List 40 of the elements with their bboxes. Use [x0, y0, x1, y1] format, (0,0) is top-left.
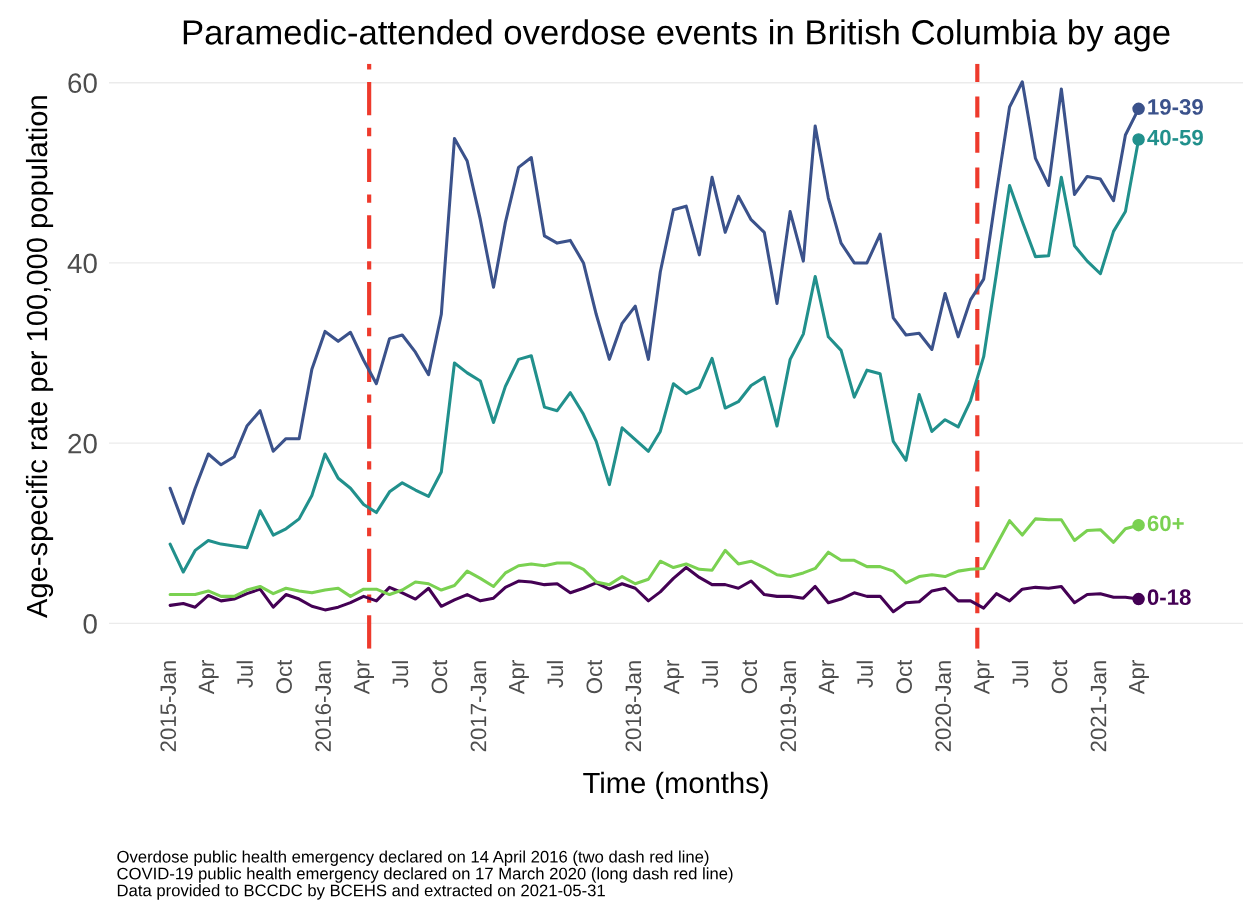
x-tick-label: Jul	[701, 661, 719, 688]
x-tick-label: Jul	[546, 661, 564, 688]
x-axis-title: Time (months)	[583, 771, 768, 800]
x-tick-label: Apr	[1129, 660, 1149, 695]
series-label: 40-59	[1147, 129, 1203, 146]
y-tick-label: 0	[83, 614, 97, 634]
x-tick-label: Jul	[236, 661, 253, 688]
x-tick-label: Apr	[663, 660, 684, 695]
x-tick-label: 2015-Jan	[160, 661, 177, 752]
x-tick-label: Jul	[1011, 661, 1029, 688]
x-tick-label: 2019-Jan	[780, 661, 797, 752]
x-tick-label: Oct	[741, 659, 758, 694]
y-axis-title: Age-specific rate per 100,000 population	[25, 96, 54, 618]
x-tick-label: Oct	[276, 659, 292, 694]
x-tick-label: Oct	[1051, 659, 1068, 694]
y-tick-label: 40	[67, 253, 97, 274]
x-tick-label: Oct	[586, 659, 603, 694]
series-label: 60+	[1147, 515, 1184, 532]
x-tick-label: 2020-Jan	[935, 661, 952, 752]
x-tick-label: 2018-Jan	[625, 661, 642, 752]
chart-title: Paramedic-attended overdose events in British Columbia by age	[183, 19, 1170, 52]
x-tick-label: Apr	[818, 660, 839, 695]
text: Overdose public health emergency declared on 14 April 2016 (two dash red line)	[117, 850, 709, 866]
x-tick-label: 2021-Jan	[1090, 661, 1107, 752]
x-tick-label: Jul	[391, 661, 409, 688]
x-tick-label: 2016-Jan	[315, 661, 331, 752]
x-tick-label: Oct	[431, 659, 448, 694]
x-tick-label: Oct	[896, 659, 912, 694]
series-label: 0-18	[1147, 589, 1191, 606]
x-tick-label: Apr	[198, 660, 219, 695]
x-tick-label: Jul	[856, 661, 873, 688]
series-label: 19-39	[1148, 99, 1203, 115]
x-tick-label: Apr	[509, 660, 529, 695]
x-tick-label: Apr	[354, 660, 374, 695]
y-tick-label: 20	[68, 433, 97, 454]
x-tick-label: Apr	[974, 660, 995, 695]
text: COVID-19 public health emergency declared on 17 March 2020 (long dash red line)	[117, 867, 733, 883]
text: Data provided to BCCDC by BCEHS and extracted on 2021-05-31	[117, 884, 605, 900]
y-tick-label: 60	[68, 73, 97, 94]
x-tick-label: 2017-Jan	[470, 661, 487, 752]
